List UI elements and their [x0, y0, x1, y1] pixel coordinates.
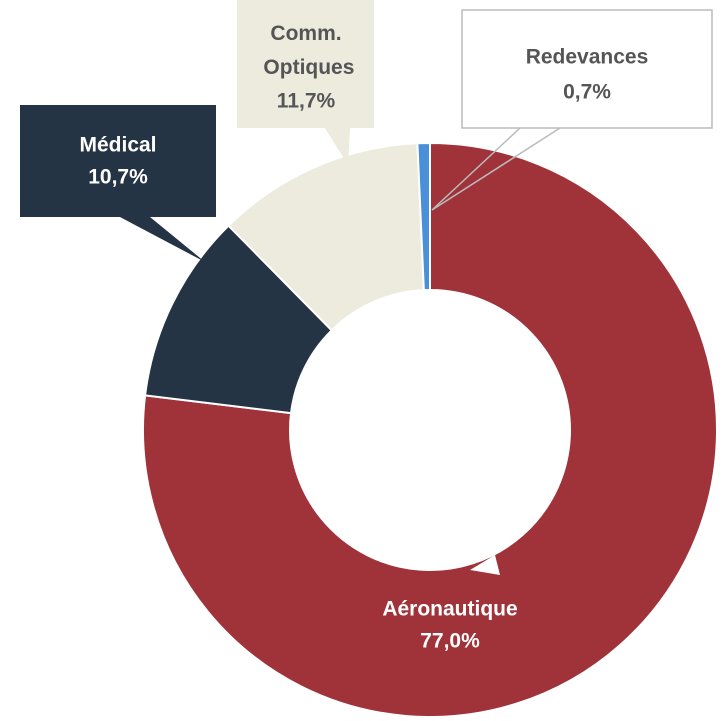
label-box: [237, 0, 374, 165]
slice-value: 77,0%: [420, 630, 480, 653]
slice-value: 11,7%: [277, 90, 336, 113]
leader-line: [431, 127, 561, 211]
slice-label: Aéronautique: [382, 598, 517, 621]
label-box: [461, 9, 713, 129]
slice-label: Redevances: [526, 46, 649, 69]
slice: [416, 141, 431, 292]
slice-label: Médical: [79, 134, 156, 157]
slice-label: Comm. Optiques: [258, 22, 355, 79]
label-box: [20, 105, 216, 262]
slice-value: 10,7%: [88, 166, 148, 189]
slices: [142, 141, 718, 718]
slice: [142, 141, 718, 718]
label-pointer: [470, 555, 500, 575]
slice-value: 0,7%: [563, 81, 611, 104]
